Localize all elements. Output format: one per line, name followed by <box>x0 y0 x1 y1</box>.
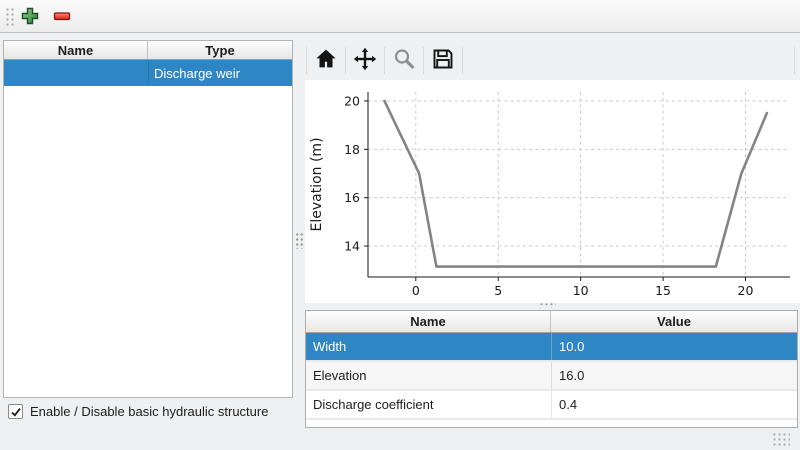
property-name[interactable]: Elevation <box>313 368 367 383</box>
enable-structure-checkbox[interactable] <box>8 404 23 419</box>
property-name[interactable]: Discharge coefficient <box>313 397 434 412</box>
horizontal-splitter-handle[interactable] <box>539 302 556 308</box>
svg-text:14: 14 <box>344 239 360 254</box>
save-icon <box>431 47 455 74</box>
toolbar-separator <box>794 46 795 74</box>
structure-row-selected[interactable]: Discharge weir <box>4 60 292 86</box>
toolbar-separator <box>462 46 463 74</box>
magnifier-icon <box>392 47 416 74</box>
main-toolbar <box>0 0 800 33</box>
properties-table-header: Name Value <box>306 311 797 333</box>
structures-table: Name Type Discharge weir <box>3 40 293 398</box>
remove-structure-button[interactable] <box>49 5 75 29</box>
toolbar-separator <box>384 46 385 74</box>
toolbar-separator <box>345 46 346 74</box>
svg-text:10: 10 <box>573 283 589 298</box>
svg-text:16: 16 <box>344 190 360 205</box>
zoom-button[interactable] <box>386 43 422 77</box>
toolbar-drag-handle[interactable] <box>5 7 15 26</box>
svg-text:Elevation (m): Elevation (m) <box>309 137 325 231</box>
pan-arrows-icon <box>353 47 377 74</box>
enable-structure-label: Enable / Disable basic hydraulic structu… <box>30 404 269 419</box>
pan-button[interactable] <box>347 43 383 77</box>
property-value[interactable]: 0.4 <box>551 391 797 418</box>
svg-text:20: 20 <box>738 283 754 298</box>
svg-text:X (m): X (m) <box>562 301 599 303</box>
home-icon <box>314 47 338 74</box>
svg-text:20: 20 <box>344 93 360 108</box>
plot-canvas: 14 16 18 20 0 5 10 15 20 Elevation (m) X (m) <box>305 80 800 303</box>
svg-text:0: 0 <box>412 283 420 298</box>
svg-text:5: 5 <box>494 283 502 298</box>
structures-table-header: Name Type <box>4 41 292 60</box>
svg-text:15: 15 <box>655 283 671 298</box>
checkmark-icon <box>10 407 21 417</box>
plot-toolbar <box>305 42 800 78</box>
property-value[interactable]: 16.0 <box>551 362 797 389</box>
property-row-width[interactable]: Width 10.0 <box>306 333 797 362</box>
svg-text:18: 18 <box>344 142 360 157</box>
property-row-discharge-coefficient[interactable]: Discharge coefficient 0.4 <box>306 391 797 420</box>
home-button[interactable] <box>308 43 344 77</box>
structure-type-cell[interactable]: Discharge weir <box>148 60 292 86</box>
column-header-name[interactable]: Name <box>4 41 148 59</box>
add-structure-button[interactable] <box>17 5 43 29</box>
vertical-splitter-handle[interactable] <box>295 232 303 249</box>
property-value[interactable]: 10.0 <box>551 333 797 360</box>
structure-name-cell[interactable] <box>4 60 148 86</box>
window-resize-grip[interactable] <box>772 432 790 447</box>
column-header-name[interactable]: Name <box>306 311 551 332</box>
enable-structure-row: Enable / Disable basic hydraulic structu… <box>8 404 268 419</box>
property-row-elevation[interactable]: Elevation 16.0 <box>306 362 797 391</box>
toolbar-separator <box>306 46 307 74</box>
column-header-type[interactable]: Type <box>205 42 235 58</box>
toolbar-separator <box>423 46 424 74</box>
property-name[interactable]: Width <box>313 339 347 354</box>
plus-icon <box>21 7 39 28</box>
column-header-value[interactable]: Value <box>657 314 691 329</box>
minus-icon <box>52 7 72 28</box>
save-button[interactable] <box>425 43 461 77</box>
properties-table: Name Value Width 10.0 Elevation 16.0 Dis… <box>305 310 798 428</box>
cross-section-plot: 14 16 18 20 0 5 10 15 20 Elevation (m) X (m) <box>309 92 790 303</box>
